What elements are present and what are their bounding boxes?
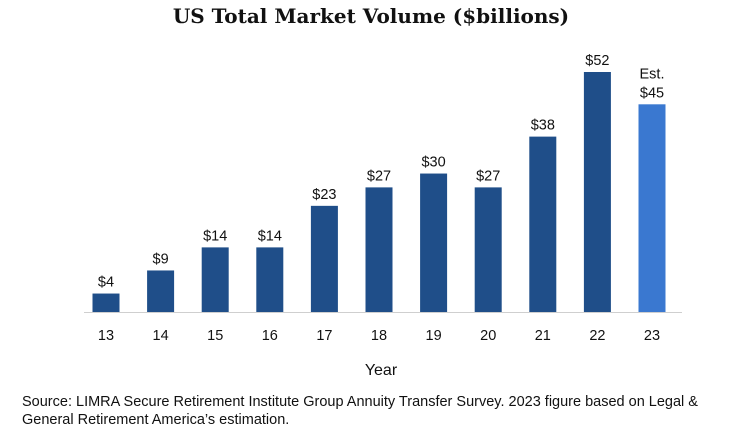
- bar-13: [92, 293, 120, 312]
- x-tick-label-19: 19: [426, 328, 442, 344]
- x-tick-label-22: 22: [589, 328, 605, 344]
- value-label-22: $52: [585, 53, 609, 69]
- bar-16: [256, 247, 284, 312]
- x-tick-label-21: 21: [535, 328, 551, 344]
- value-label-21: $38: [531, 118, 555, 134]
- bar-chart: $4 13 $9 14 $14 15 $14 16 $23 17 $27 18 $30 19 $27 20 $3…: [84, 53, 682, 379]
- bar-20: [474, 187, 502, 312]
- value-label-23: $45: [640, 85, 664, 101]
- bar-22: [583, 72, 611, 312]
- value-label-20: $27: [476, 168, 500, 184]
- value-label-15: $14: [203, 228, 227, 244]
- chart-title: US Total Market Volume ($billions): [172, 4, 570, 28]
- estimate-label-23: Est.: [640, 66, 665, 82]
- value-label-13: $4: [98, 275, 114, 291]
- value-label-19: $30: [421, 155, 445, 171]
- x-tick-label-18: 18: [371, 328, 387, 344]
- value-label-14: $9: [153, 251, 169, 267]
- value-label-17: $23: [312, 187, 336, 203]
- x-tick-label-23: 23: [644, 328, 660, 344]
- bar-23: [638, 104, 666, 312]
- bar-18: [365, 187, 393, 312]
- x-tick-label-15: 15: [207, 328, 223, 344]
- x-tick-label-20: 20: [480, 328, 496, 344]
- x-tick-label-16: 16: [262, 328, 278, 344]
- bar-15: [201, 247, 229, 312]
- source-note: Source: LIMRA Secure Retirement Institut…: [22, 394, 698, 428]
- bar-19: [420, 173, 448, 312]
- x-tick-label-14: 14: [153, 328, 169, 344]
- x-tick-label-17: 17: [316, 328, 332, 344]
- value-label-18: $27: [367, 168, 391, 184]
- bar-17: [310, 205, 338, 312]
- value-label-16: $14: [258, 228, 282, 244]
- bar-21: [529, 136, 557, 312]
- bar-14: [147, 270, 175, 312]
- x-tick-label-13: 13: [98, 328, 114, 344]
- x-axis-label: Year: [365, 362, 398, 379]
